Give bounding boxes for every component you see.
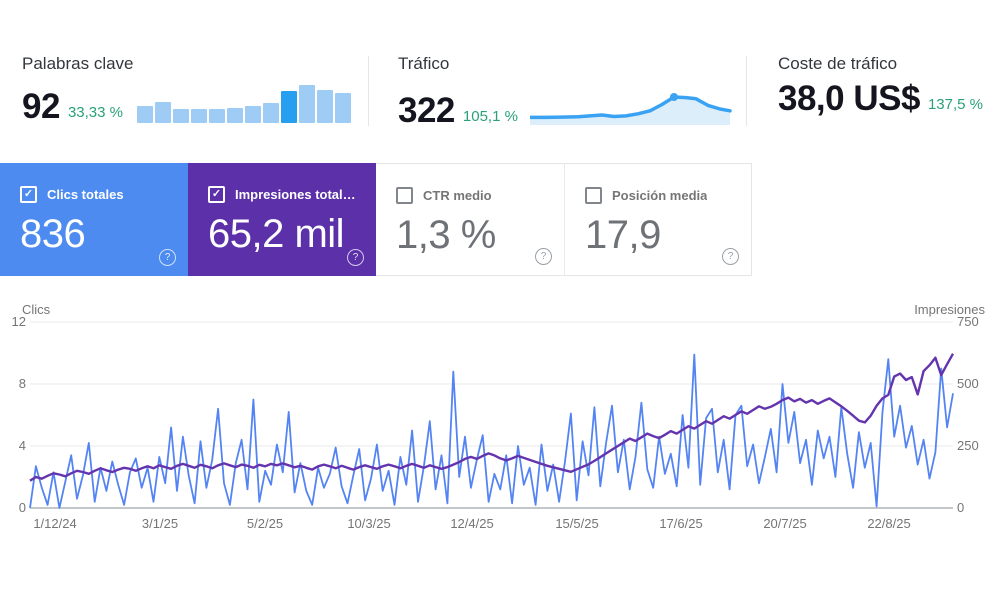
help-icon[interactable]: ?	[347, 249, 364, 266]
help-icon[interactable]: ?	[535, 248, 552, 265]
traffic-title: Tráfico	[398, 54, 450, 73]
tile-value: 65,2 mil	[208, 212, 345, 256]
tile-average-position[interactable]: Posición media 17,9 ?	[564, 163, 752, 276]
performance-chart: Clics Impresiones 12 8 4 0 750 500 250 0…	[0, 300, 1000, 560]
x-axis-tick: 20/7/25	[763, 516, 807, 531]
right-axis-tick: 0	[957, 500, 965, 515]
tile-label: Posición media	[612, 187, 708, 203]
help-icon[interactable]: ?	[722, 248, 739, 265]
x-axis-tick: 17/6/25	[659, 516, 703, 531]
tile-label: CTR medio	[423, 187, 492, 203]
traffic-area-sparkline	[529, 93, 732, 125]
keywords-card: Palabras clave 92 33,33 %	[0, 54, 368, 134]
traffic-card: Tráfico 322 105,1 %	[368, 54, 746, 134]
tile-total-impressions[interactable]: ✓ Impresiones total… 65,2 mil ?	[188, 163, 376, 276]
checkbox-unchecked-icon[interactable]	[396, 186, 413, 204]
checkbox-checked-icon[interactable]: ✓	[20, 185, 37, 203]
checkbox-unchecked-icon[interactable]	[585, 186, 602, 204]
chart-plot-area	[29, 321, 955, 509]
right-axis-title: Impresiones	[914, 302, 985, 317]
card-divider	[746, 56, 747, 126]
traffic-change: 105,1 %	[462, 108, 518, 125]
summary-cards-row: Palabras clave 92 33,33 % Tráfico 322 10…	[0, 54, 1000, 134]
checkbox-checked-icon[interactable]: ✓	[208, 185, 225, 203]
tile-value: 17,9	[585, 213, 661, 257]
tile-total-clicks[interactable]: ✓ Clics totales 836 ?	[0, 163, 188, 276]
tile-average-ctr[interactable]: CTR medio 1,3 % ?	[376, 163, 564, 276]
metric-tiles-row: ✓ Clics totales 836 ? ✓ Impresiones tota…	[0, 163, 752, 276]
x-axis-tick: 22/8/25	[867, 516, 911, 531]
x-axis-tick: 5/2/25	[246, 516, 284, 531]
traffic-cost-value: 38,0 US$	[778, 79, 920, 118]
traffic-cost-change: 137,5 %	[927, 96, 983, 113]
right-axis-tick: 500	[957, 376, 979, 391]
left-axis-tick: 4	[18, 438, 26, 453]
tile-value: 1,3 %	[396, 213, 496, 257]
left-axis-tick: 12	[11, 314, 26, 329]
traffic-cost-title: Coste de tráfico	[778, 54, 898, 73]
x-axis-tick: 1/12/24	[33, 516, 77, 531]
traffic-value: 322	[398, 91, 455, 130]
left-axis-title: Clics	[22, 302, 51, 317]
tile-label: Impresiones total…	[235, 186, 356, 202]
left-axis-tick: 8	[18, 376, 26, 391]
keywords-change: 33,33 %	[67, 104, 123, 121]
keywords-bar-sparkline	[135, 83, 351, 123]
x-axis-tick: 10/3/25	[347, 516, 391, 531]
right-axis-tick: 750	[957, 314, 979, 329]
keywords-value: 92	[22, 87, 60, 126]
x-axis-tick: 12/4/25	[450, 516, 494, 531]
x-axis-tick: 3/1/25	[141, 516, 179, 531]
tile-value: 836	[20, 212, 86, 256]
tile-label: Clics totales	[47, 186, 124, 202]
x-axis-tick: 15/5/25	[555, 516, 599, 531]
left-axis-tick: 0	[18, 500, 26, 515]
card-divider	[368, 56, 369, 126]
help-icon[interactable]: ?	[159, 249, 176, 266]
traffic-cost-card: Coste de tráfico 38,0 US$ 137,5 %	[746, 54, 1000, 134]
right-axis-tick: 250	[957, 438, 979, 453]
keywords-title: Palabras clave	[22, 54, 134, 73]
